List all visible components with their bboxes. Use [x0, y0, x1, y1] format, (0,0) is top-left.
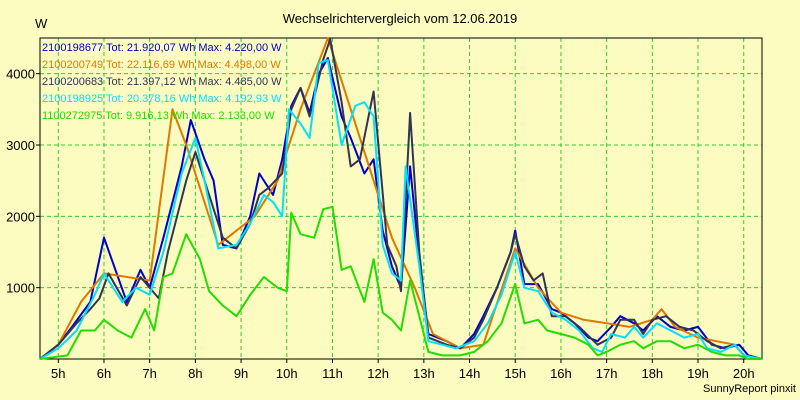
x-tick-label: 20h — [733, 366, 755, 381]
series-line-3 — [39, 38, 763, 360]
x-tick-label: 10h — [276, 366, 298, 381]
x-tick-label: 19h — [687, 366, 709, 381]
x-tick-label: 14h — [459, 366, 481, 381]
x-tick-label: 17h — [596, 366, 618, 381]
x-tick-label: 5h — [51, 366, 65, 381]
y-tick-label: 2000 — [6, 209, 35, 224]
x-tick-label: 16h — [550, 366, 572, 381]
x-tick-label: 7h — [142, 366, 156, 381]
x-tick-label: 11h — [322, 366, 343, 381]
legend-entry-3: 2100200683 Tot: 21.397,12 Wh Max: 4.485,… — [42, 76, 282, 88]
legend-entry-2: 2100200749 Tot: 22.116,69 Wh Max: 4.498,… — [42, 59, 281, 71]
x-tick-label: 6h — [97, 366, 111, 381]
plot-frame — [39, 37, 763, 360]
x-tick-label: 18h — [641, 366, 663, 381]
legend-entry-5: 1100272975 Tot: 9.916,13 Wh Max: 2.133,0… — [42, 110, 275, 122]
legend-entry-1: 2100198677 Tot: 21.920,07 Wh Max: 4.220,… — [42, 42, 282, 54]
footer-credit: SunnyReport pinxit — [703, 383, 796, 395]
x-tick-label: 9h — [234, 366, 248, 381]
x-tick-label: 13h — [413, 366, 435, 381]
series-line-5 — [39, 205, 762, 360]
x-tick-label: 8h — [188, 366, 202, 381]
y-axis-label: W — [35, 16, 48, 31]
tick-labels: 5h 6h 7h 8h 9h 10h 11h 12h 13h 14h 15h 16h 17h 18h 19h… — [6, 67, 754, 381]
legend: 2100198677 Tot: 21.920,07 Wh Max: 4.220,… — [42, 42, 282, 122]
series-layer — [39, 37, 763, 360]
axes — [39, 37, 763, 360]
legend-entry-4: 2100198925 Tot: 20.378,16 Wh Max: 4.192,… — [42, 93, 282, 105]
y-tick-label: 1000 — [6, 281, 35, 296]
y-tick-label: 3000 — [6, 138, 35, 153]
y-tick-label: 4000 — [6, 67, 35, 82]
chart-title: Wechselrichtervergleich vom 12.06.2019 — [283, 11, 518, 26]
x-tick-label: 12h — [367, 366, 389, 381]
x-tick-label: 15h — [504, 366, 526, 381]
series-line-4 — [39, 59, 763, 360]
